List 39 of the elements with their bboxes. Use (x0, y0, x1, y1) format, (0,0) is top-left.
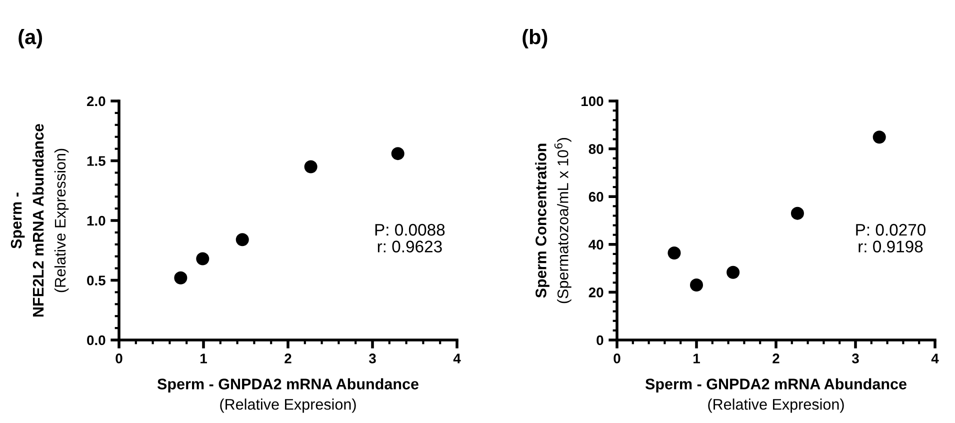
point (391, 147, 404, 160)
y-tick-label: 100 (582, 96, 604, 106)
annotation: P: 0.0270 r: 0.9198 (856, 224, 926, 252)
y-axis-title: Sperm - NFE2L2 mRNA Abundance (Relative Expression) (10, 124, 69, 317)
x-axis-title: Sperm - GNPDA2 mRNA Abundance (Relative Expresion) (157, 378, 418, 413)
point (872, 130, 886, 144)
chart-title: (b) (522, 29, 548, 48)
y-tick-label: 0.5 (87, 276, 106, 286)
x-tick-label: 2 (284, 354, 292, 364)
x-tick-label: 4 (931, 354, 939, 364)
point (668, 246, 681, 260)
y-tick-label: 2.0 (86, 96, 106, 106)
y-tick-label: 20 (588, 288, 604, 298)
point (304, 160, 318, 174)
x-tick-label: 2 (772, 354, 780, 364)
y-axis-title: Sperm Concentration (Spermatozoa/mL x 10$^{6}$) (535, 138, 572, 304)
point (790, 206, 804, 220)
x-tick-label: 1 (200, 354, 207, 364)
x-tick-label: 4 (453, 354, 461, 364)
point (690, 278, 704, 292)
y-tick-label: 40 (588, 240, 604, 250)
x-axis-title: Sperm - GNPDA2 mRNA Abundance (Relative Expresion) (645, 378, 906, 413)
point (726, 266, 740, 279)
x-tick-label: 3 (852, 354, 859, 364)
y-tick-label: 60 (588, 192, 604, 202)
point (236, 233, 249, 246)
y-tick-label: 0.0 (87, 335, 106, 346)
y-tick-label: 1.0 (87, 216, 106, 226)
point (174, 271, 188, 284)
y-tick-label: 0 (596, 335, 604, 346)
x-tick-label: 0 (116, 354, 122, 364)
y-tick-label: 1.5 (87, 156, 106, 166)
y-tick-label: 80 (588, 144, 604, 154)
annotation: P: 0.0088 r: 0.9623 (375, 224, 445, 252)
x-tick-label: 0 (614, 354, 620, 364)
chart-title: (a) (18, 29, 42, 48)
x-tick-label: 1 (694, 354, 700, 364)
x-tick-label: 3 (368, 354, 376, 364)
point (196, 252, 210, 266)
